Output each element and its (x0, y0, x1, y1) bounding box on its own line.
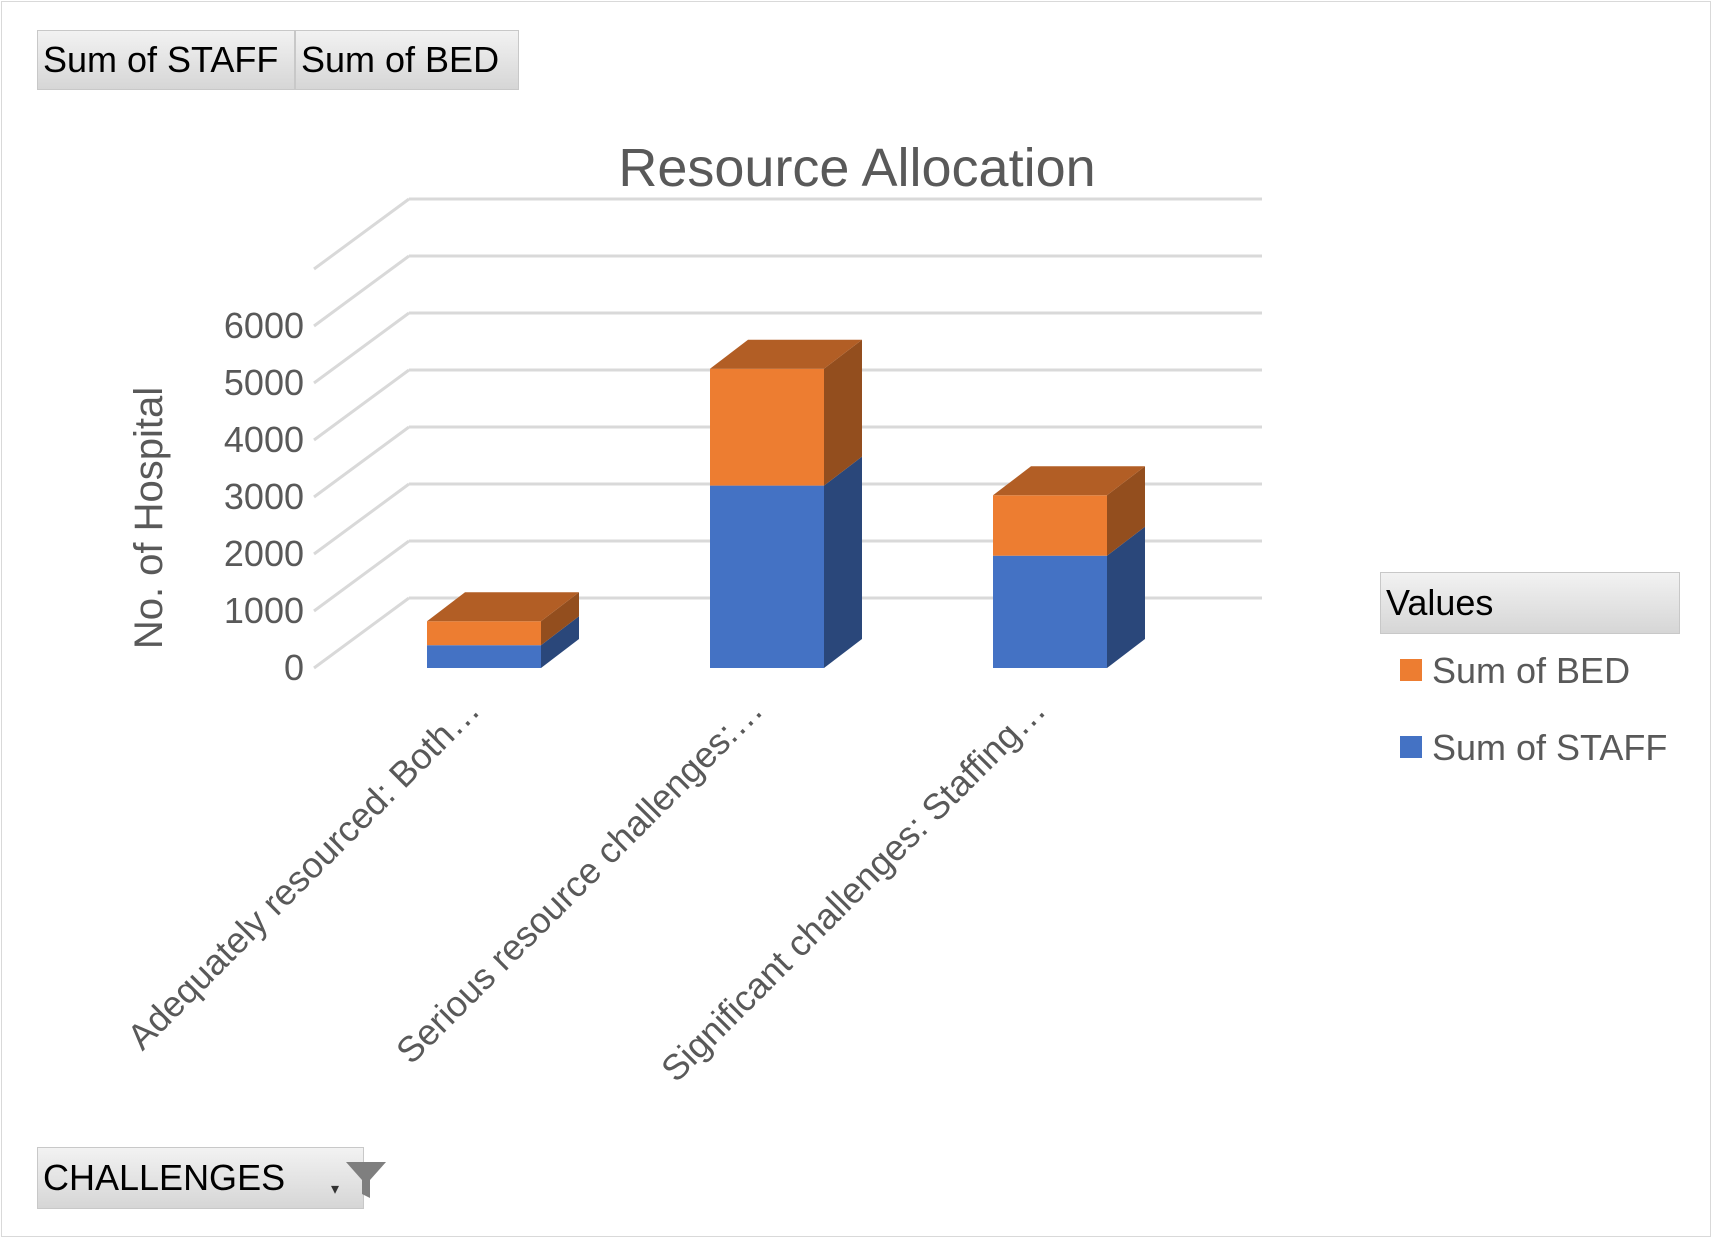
gridline-depth (313, 197, 410, 271)
gridline-depth (313, 254, 410, 328)
chart-title: Resource Allocation (618, 138, 1095, 198)
value-field-button-staff[interactable]: Sum of STAFF (37, 30, 295, 90)
bar-side (541, 616, 579, 668)
bar-side (541, 592, 579, 646)
bar (993, 495, 1107, 556)
bar-top (993, 466, 1145, 496)
legend-label-bed: Sum of BED (1432, 650, 1631, 691)
filter-field-label: CHALLENGES (43, 1157, 286, 1198)
y-axis-label: No. of Hospital (127, 387, 171, 649)
y-tick-label: 5000 (224, 362, 304, 403)
gridline-depth (313, 311, 410, 385)
legend-label-staff: Sum of STAFF (1432, 727, 1668, 768)
bar-top (710, 339, 862, 369)
y-tick-label: 1000 (224, 590, 304, 631)
gridline-depth (313, 596, 410, 670)
legend-item-staff[interactable]: Sum of STAFF (1400, 727, 1667, 769)
bar (427, 645, 541, 668)
legend-item-bed[interactable]: Sum of BED (1400, 650, 1630, 692)
gridline-depth (313, 368, 410, 442)
challenges-filter-button[interactable]: CHALLENGES ▾ (37, 1147, 386, 1209)
bar (993, 555, 1107, 668)
dropdown-arrow-icon[interactable]: ▾ (331, 1181, 340, 1198)
legend-swatch-staff (1400, 736, 1422, 759)
gridline-depth (313, 482, 410, 556)
y-tick-label: 4000 (224, 419, 304, 460)
y-tick-label: 6000 (224, 305, 304, 346)
y-tick-label: 0 (284, 647, 304, 688)
legend: Values Sum of BED Sum of STAFF (1380, 572, 1680, 768)
bar-side (824, 339, 862, 486)
bar-side (1107, 466, 1145, 556)
bar-side (824, 456, 862, 668)
gridline-depth (313, 539, 410, 613)
gridline-depth (313, 425, 410, 499)
value-field-button-bed[interactable]: Sum of BED (295, 30, 519, 90)
bar-top (427, 592, 579, 622)
bar (710, 368, 824, 486)
legend-header[interactable]: Values (1380, 572, 1680, 634)
bar (710, 485, 824, 668)
legend-swatch-bed (1400, 659, 1422, 682)
bar (427, 621, 541, 646)
funnel-icon[interactable] (344, 1160, 388, 1200)
bar-side (1107, 526, 1145, 668)
y-tick-label: 2000 (224, 533, 304, 574)
y-tick-label: 3000 (224, 476, 304, 517)
